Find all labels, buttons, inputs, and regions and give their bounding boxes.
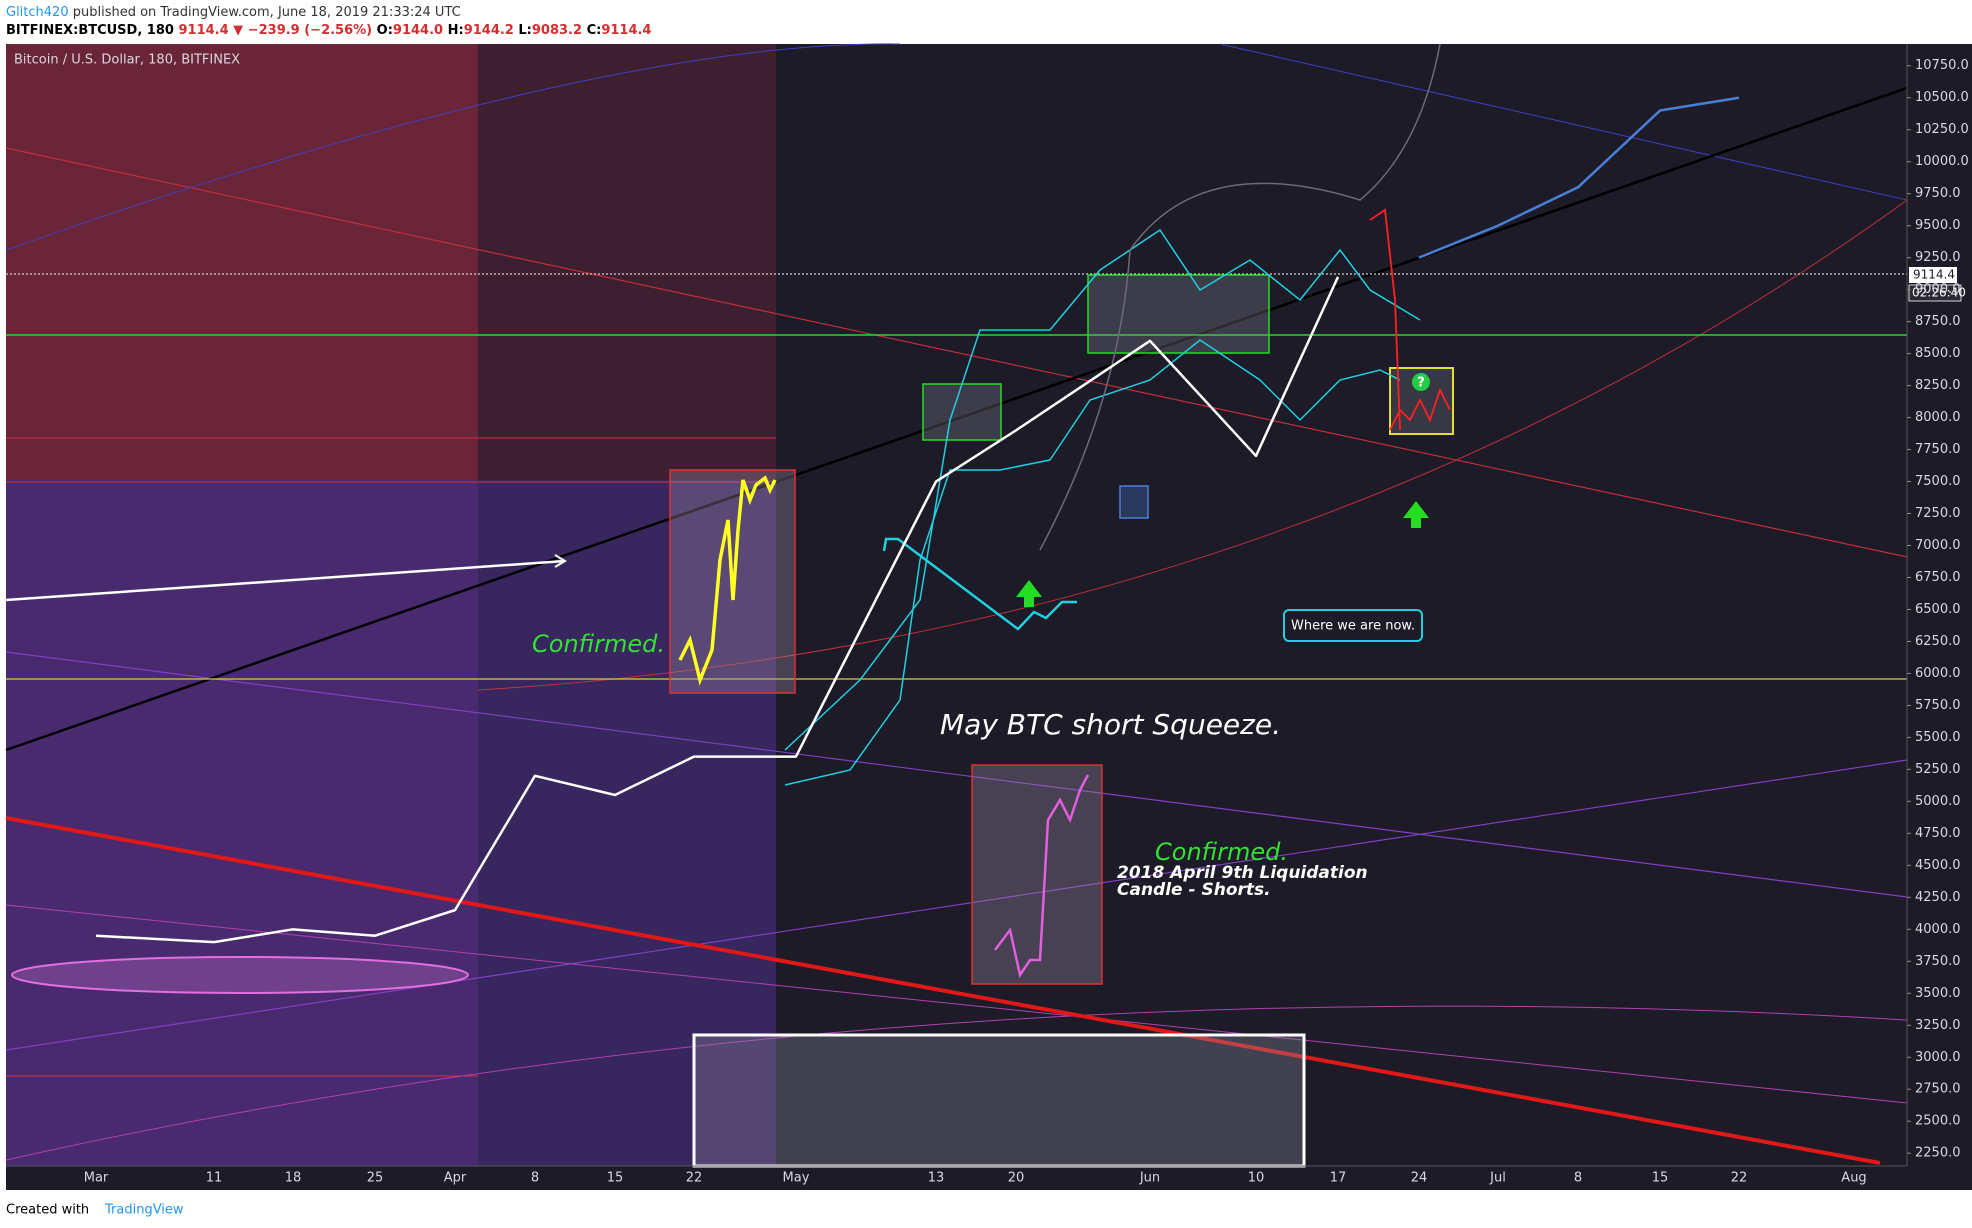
y-tick-label: 6750.0 [1915,570,1961,585]
y-tick-label: 7250.0 [1915,506,1961,521]
y-tick-label: 4000.0 [1915,922,1961,937]
x-tick-label: 15 [607,1171,624,1186]
y-tick-label: 5500.0 [1915,730,1961,745]
ohlc-label: L: [514,23,532,38]
y-tick-label: 5750.0 [1915,698,1961,713]
series-title: Bitcoin / U.S. Dollar, 180, BITFINEX [14,53,240,68]
x-tick-label: Aug [1841,1171,1866,1186]
y-tick-label: 10250.0 [1915,122,1969,137]
y-tick-label: 7500.0 [1915,474,1961,489]
countdown: 02:26:40 [1912,286,1966,300]
y-tick-label: 2750.0 [1915,1082,1961,1097]
y-tick-label: 3250.0 [1915,1018,1961,1033]
x-tick-label: 24 [1411,1171,1428,1186]
x-tick-label: 22 [1731,1171,1748,1186]
y-tick-label: 7750.0 [1915,442,1961,457]
y-tick-label: 8250.0 [1915,378,1961,393]
ohlc-label: O: [372,23,393,38]
footer-brand[interactable]: TradingView [104,1203,184,1218]
marks [95,96,1740,944]
x-tick-label: 11 [206,1171,223,1186]
price-axis [1907,44,1972,1190]
y-tick-label: 9000.0 [1915,282,1961,297]
price-line [95,276,1340,944]
x-tick-label: 20 [1008,1171,1025,1186]
x-tick-label: 10 [1248,1171,1265,1186]
published: published on TradingView.com, June 18, 2… [69,5,461,20]
price-tag: 9114.4 [1913,268,1955,282]
x-tick-label: Mar [84,1171,109,1186]
header-line-2: BITFINEX:BTCUSD, 180 9114.4 ▼ −239.9 (−2… [6,23,651,38]
header-line-1: Glitch420 published on TradingView.com, … [6,5,461,20]
price-line [1418,96,1740,259]
countdown-bg [1908,284,1962,302]
symbol: BITFINEX:BTCUSD, 180 [6,23,174,38]
annotation: Candle - Shorts. [1117,880,1271,900]
last: 9114.4 [174,23,229,38]
x-tick-label: May [783,1171,810,1186]
ohlc-label: H: [443,23,464,38]
y-tick-label: 7000.0 [1915,538,1961,553]
callout: Where we are now. [1291,619,1415,634]
y-tick-label: 2250.0 [1915,1146,1961,1161]
y-tick-label: 6250.0 [1915,634,1961,649]
x-tick-label: 22 [686,1171,703,1186]
y-tick-label: 9500.0 [1915,218,1961,233]
ohlc-value: 9114.4 [601,23,651,38]
y-tick-label: 4500.0 [1915,858,1961,873]
y-tick-label: 6000.0 [1915,666,1961,681]
y-tick-label: 6500.0 [1915,602,1961,617]
x-tick-label: 8 [1574,1171,1582,1186]
y-tick-label: 4250.0 [1915,890,1961,905]
plot-bg [6,44,1972,1190]
y-tick-label: 10000.0 [1915,154,1969,169]
y-tick-label: 8750.0 [1915,314,1961,329]
y-tick-label: 8000.0 [1915,410,1961,425]
y-tick-label: 3500.0 [1915,986,1961,1001]
y-tick-label: 3000.0 [1915,1050,1961,1065]
x-tick-label: 25 [367,1171,384,1186]
x-tick-label: 8 [531,1171,539,1186]
y-tick-label: 10750.0 [1915,58,1969,73]
annotation: May BTC short Squeeze. [940,708,1281,741]
price-tag-bg [1909,267,1957,283]
y-tick-label: 3750.0 [1915,954,1961,969]
annotation: Confirmed. [532,630,665,658]
change: ▼ −239.9 (−2.56%) [229,23,372,38]
x-tick-label: Apr [444,1171,467,1186]
y-tick-label: 9250.0 [1915,250,1961,265]
y-tick-label: 2500.0 [1915,1114,1961,1129]
x-tick-label: 13 [928,1171,945,1186]
x-tick-label: 15 [1652,1171,1669,1186]
annotation: Confirmed. [1155,838,1288,866]
y-tick-label: 4750.0 [1915,826,1961,841]
y-tick-label: 10500.0 [1915,90,1969,105]
annotation: 2018 April 9th Liquidation [1117,863,1368,883]
y-tick-label: 8500.0 [1915,346,1961,361]
question-mark: ? [1417,376,1425,391]
ohlc-value: 9144.0 [393,23,443,38]
ohlc-label: C: [582,23,601,38]
footer-text: Created with [6,1203,89,1218]
x-tick-label: Jul [1489,1171,1506,1186]
author[interactable]: Glitch420 [6,5,69,20]
y-tick-label: 5000.0 [1915,794,1961,809]
y-tick-label: 5250.0 [1915,762,1961,777]
drawings [5,43,1908,1168]
ohlc-value: 9083.2 [532,23,582,38]
y-tick-label: 9750.0 [1915,186,1961,201]
x-tick-label: 17 [1330,1171,1347,1186]
ohlc-value: 9144.2 [464,23,514,38]
x-tick-label: 18 [285,1171,302,1186]
x-tick-label: Jun [1139,1171,1160,1186]
